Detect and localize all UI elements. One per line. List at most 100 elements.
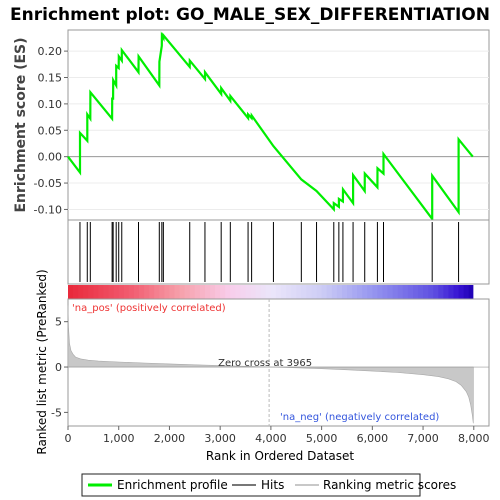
color-bar-segment: [255, 285, 262, 299]
ranking-metric-area: [67, 305, 474, 424]
color-bar-segment: [108, 285, 115, 299]
x-tick-label: 5,000: [306, 432, 338, 445]
color-bar-segment: [417, 285, 424, 299]
ranked-y-ticks: 5 0 -5: [51, 316, 68, 419]
color-bar-segment: [296, 285, 302, 299]
x-axis-label: Rank in Ordered Dataset: [206, 449, 354, 463]
color-bar-segment: [215, 285, 221, 299]
es-y-ticks: 0.20 0.15 0.10 0.05 0.00 -0.05 -0.10: [34, 45, 68, 216]
legend-enrichment-label: Enrichment profile: [117, 478, 228, 492]
color-bar-segment: [159, 285, 165, 299]
color-bar-segment: [265, 285, 272, 299]
color-bar-segment: [204, 285, 211, 299]
es-y-tick-label: -0.05: [34, 177, 62, 190]
color-bar-segment: [397, 285, 404, 299]
color-bar-segment: [387, 285, 394, 299]
color-bar-segment: [433, 285, 439, 299]
color-bar-segment: [225, 285, 231, 299]
color-bar-segment: [220, 285, 226, 299]
hits-panel-frame: [67, 219, 490, 285]
color-bar-segment: [245, 285, 252, 299]
color-bar-segment: [357, 285, 363, 299]
color-bar-segment: [123, 285, 130, 299]
color-bar-segment: [68, 285, 74, 299]
color-bar-segment: [453, 285, 460, 299]
color-bar-segment: [463, 285, 470, 299]
ranking-color-bar: [68, 285, 474, 299]
legend-hits-label: Hits: [261, 478, 284, 492]
color-bar-segment: [316, 285, 323, 299]
color-bar-segment: [336, 285, 343, 299]
color-bar-segment: [73, 285, 79, 299]
ranked-y-tick-label: -5: [51, 406, 62, 419]
color-bar-segment: [423, 285, 429, 299]
color-bar-segment: [149, 285, 155, 299]
color-bar-segment: [291, 285, 297, 299]
chart-title: Enrichment plot: GO_MALE_SEX_DIFFERENTIA…: [10, 5, 490, 25]
x-tick-label: 1,000: [103, 432, 135, 445]
x-tick-label: 4,000: [255, 432, 287, 445]
es-y-tick-label: -0.10: [34, 203, 62, 216]
color-bar-segment: [98, 285, 105, 299]
color-bar-segment: [240, 285, 247, 299]
color-bar-segment: [189, 285, 196, 299]
color-bar-segment: [468, 285, 474, 299]
color-bar-segment: [352, 285, 358, 299]
es-y-tick-label: 0.05: [38, 124, 63, 137]
color-bar-segment: [174, 285, 181, 299]
color-bar-segment: [448, 285, 455, 299]
color-bar-segment: [362, 285, 368, 299]
enrichment-profile-line: [67, 31, 474, 223]
color-bar-segment: [164, 285, 171, 299]
color-bar-segment: [169, 285, 176, 299]
es-y-tick-label: 0.00: [38, 151, 63, 164]
color-bar-segment: [428, 285, 434, 299]
color-bar-segment: [306, 285, 313, 299]
color-bar-segment: [235, 285, 242, 299]
color-bar-segment: [88, 285, 94, 299]
color-bar-segment: [392, 285, 399, 299]
x-tick-label: 0: [65, 432, 72, 445]
color-bar-segment: [103, 285, 110, 299]
color-bar-segment: [382, 285, 389, 299]
x-axis-ticks: 0 1,000 2,000 3,000 4,000 5,000 6,000 7,000 8,00…: [65, 426, 490, 445]
color-bar-segment: [281, 285, 287, 299]
color-bar-segment: [326, 285, 333, 299]
negative-correlation-label: 'na_neg' (negatively correlated): [280, 412, 439, 423]
color-bar-segment: [179, 285, 186, 299]
x-tick-label: 8,000: [458, 432, 490, 445]
color-bar-segment: [78, 285, 84, 299]
color-bar-segment: [139, 285, 145, 299]
es-panel-frame: [67, 29, 490, 221]
color-bar-segment: [367, 285, 373, 299]
x-tick-label: 3,000: [204, 432, 236, 445]
color-bar-segment: [230, 285, 236, 299]
color-bar-segment: [443, 285, 450, 299]
color-bar-segment: [199, 285, 206, 299]
color-bar-segment: [372, 285, 379, 299]
es-y-tick-label: 0.20: [38, 45, 63, 58]
color-bar-segment: [275, 285, 282, 299]
color-bar-segment: [270, 285, 277, 299]
color-bar-segment: [118, 285, 125, 299]
color-bar-segment: [377, 285, 384, 299]
color-bar-segment: [83, 285, 89, 299]
color-bar-segment: [301, 285, 307, 299]
x-tick-label: 6,000: [357, 432, 389, 445]
color-bar-segment: [250, 285, 257, 299]
color-bar-segment: [458, 285, 465, 299]
color-bar-segment: [286, 285, 292, 299]
x-tick-label: 7,000: [407, 432, 439, 445]
color-bar-segment: [346, 285, 353, 299]
color-bar-segment: [210, 285, 216, 299]
color-bar-segment: [133, 285, 140, 299]
es-y-tick-label: 0.15: [38, 72, 63, 85]
color-bar-segment: [184, 285, 191, 299]
x-tick-label: 2,000: [154, 432, 186, 445]
color-bar-segment: [154, 285, 160, 299]
color-bar-segment: [260, 285, 267, 299]
color-bar-segment: [311, 285, 318, 299]
color-bar-segment: [321, 285, 328, 299]
